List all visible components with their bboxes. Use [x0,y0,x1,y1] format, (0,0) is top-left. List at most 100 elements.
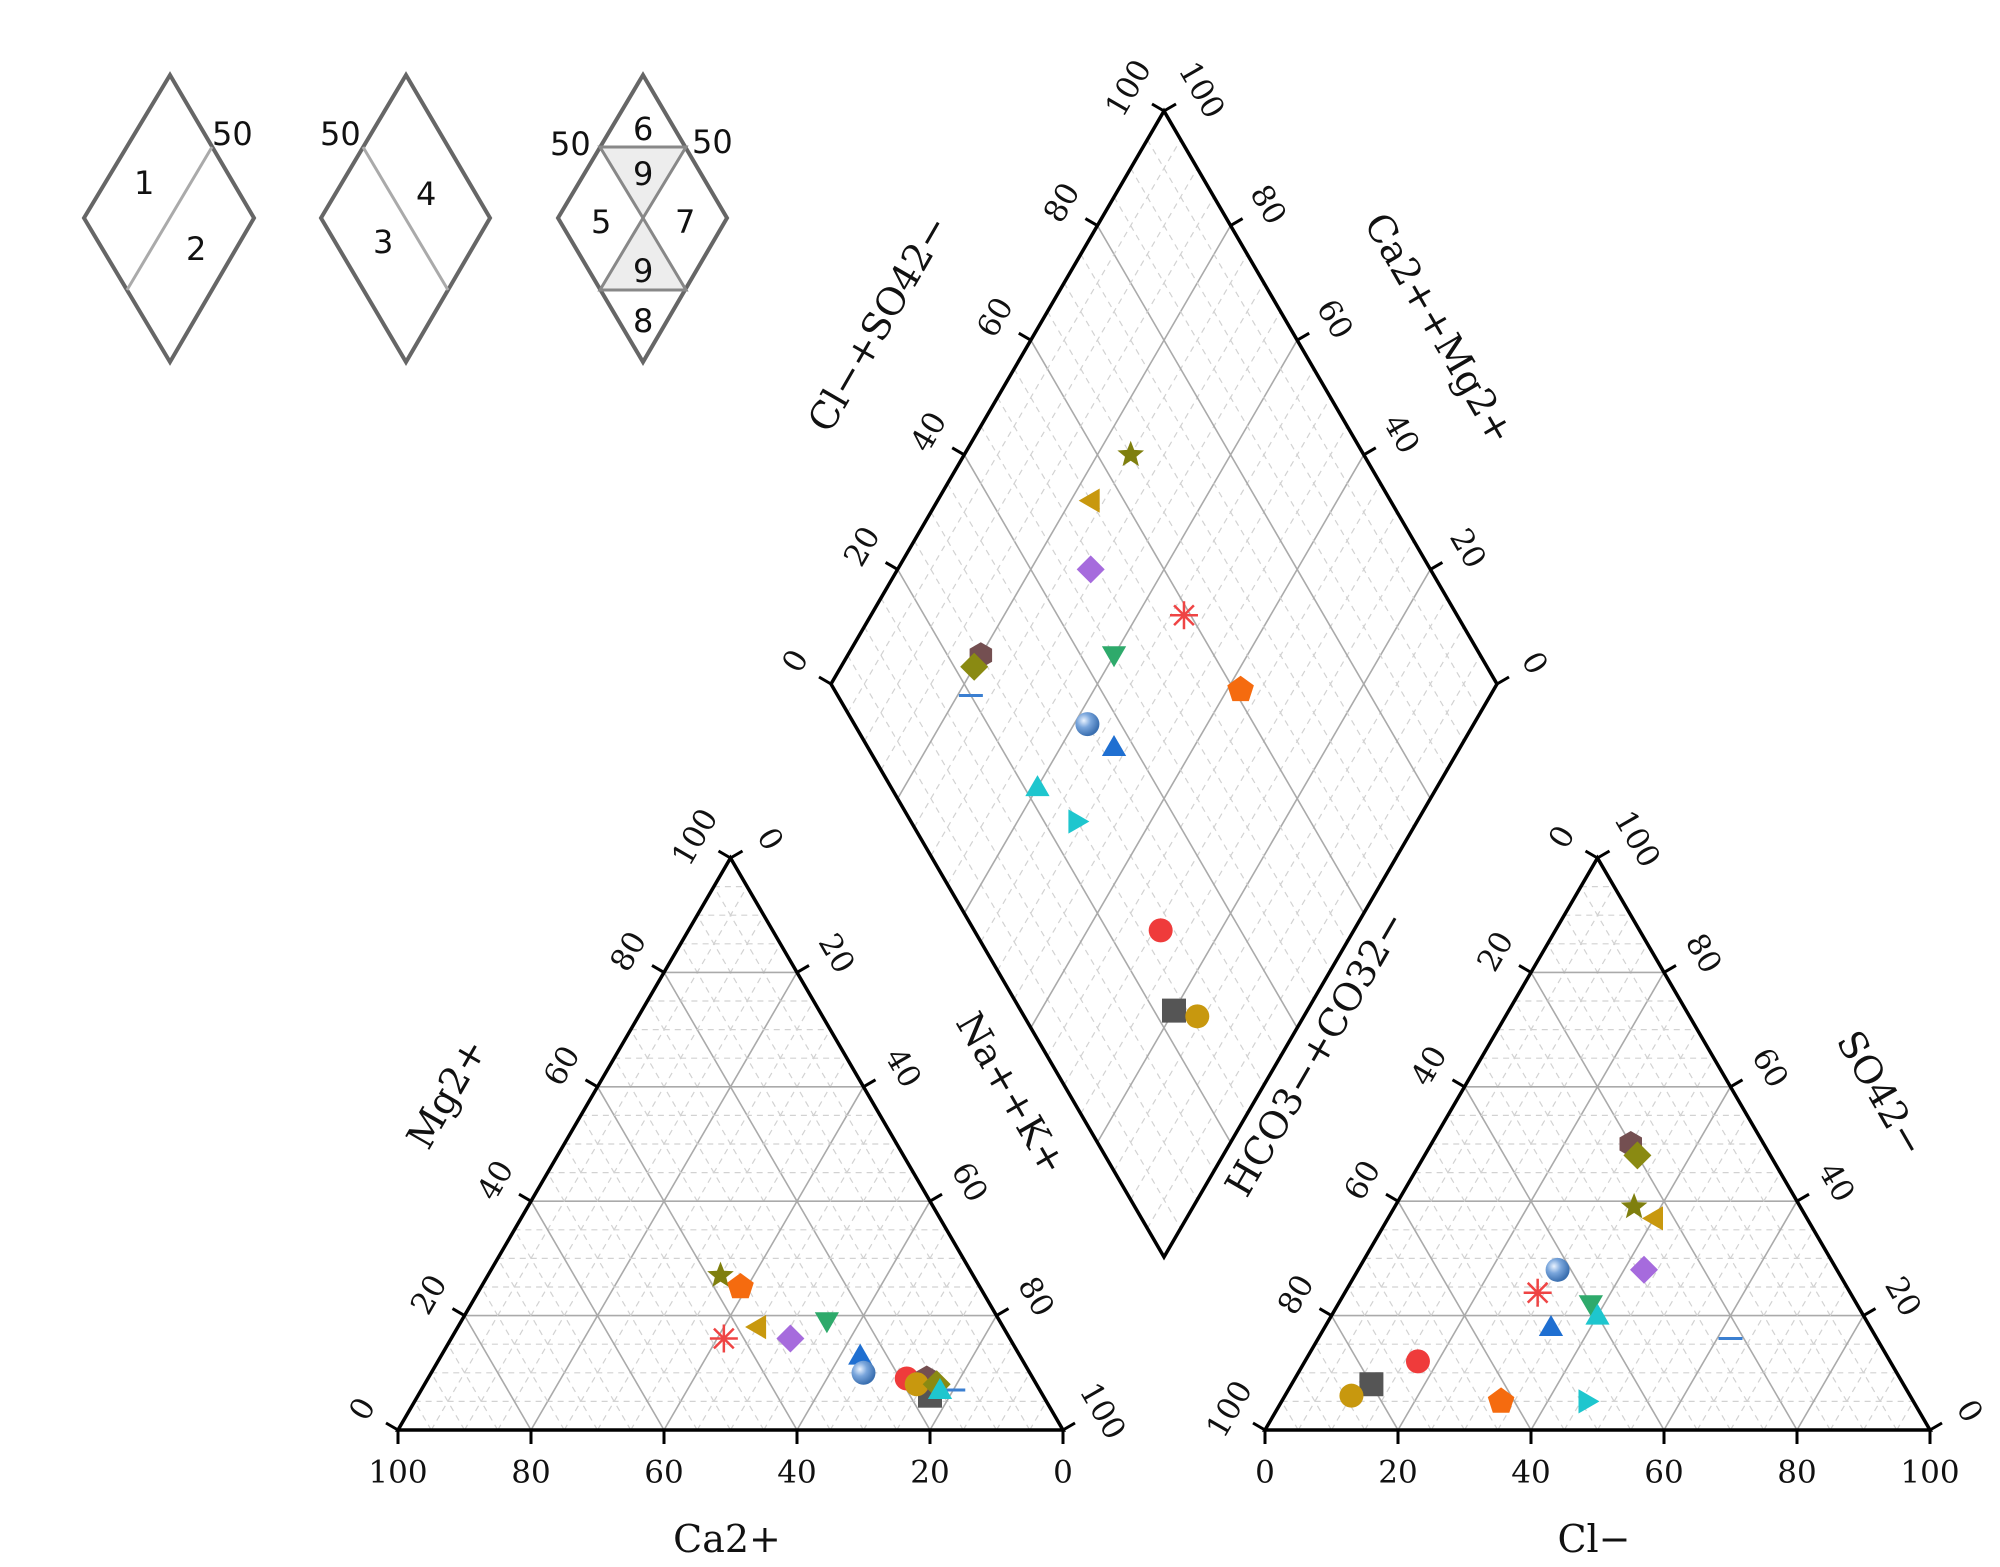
anion-grid-line [1364,943,1648,1431]
cation-left-tick [584,1078,599,1089]
diamond-sample-7-marker [1068,809,1090,834]
cation-grid-line [1029,1401,1047,1431]
anion-grid-line [1414,1172,1565,1431]
cation-bottom-tick-label: 80 [511,1455,550,1491]
cation-grid-line [862,1258,964,1431]
cation-right-tick-label: 80 [1010,1271,1061,1323]
anion-right-tick [1929,1421,1943,1432]
cation-grid-line [680,943,964,1431]
legend-label: 6 [633,110,653,148]
legend-group: 1 2 50 3 4 50 6 9 5 7 9 8 50 50 [81,71,733,366]
legend-label: 9 [633,155,653,193]
diamond-right-label: Ca2++Mg2+ [1355,205,1523,451]
cation-grid-line [563,1143,732,1431]
diamond-left-tick-label: 0 [775,644,816,679]
cation-grid-line [463,1315,532,1431]
diamond-sample-6-marker [1078,488,1100,513]
legend-label: 3 [373,223,393,261]
cation-left-tick-label: 60 [537,1040,588,1092]
diamond-grid-line [1130,167,1465,742]
cation-grid-line [713,886,1031,1431]
legend-label: 8 [633,302,653,340]
cation-right-tick-label: 100 [1072,1377,1133,1446]
anion-bottom-tick-label: 60 [1644,1455,1683,1491]
anion-right-tick-label: 0 [1949,1394,1990,1429]
diamond-sample-10-marker [1227,675,1254,702]
diamond-right-tick [1229,217,1244,227]
anion-left-tick-label: 40 [1404,1040,1455,1092]
anion-right-tick-label: 60 [1744,1042,1795,1094]
anion-sample-5-marker [1630,1255,1658,1284]
legend-diamond-1: 1 2 50 [81,71,257,366]
anion-bottom-tick-label: 80 [1777,1455,1816,1491]
cation-left-tick [451,1307,466,1317]
cation-sample-11-marker-stroke [713,1327,735,1350]
diamond-left-tick [951,446,965,457]
cation-grid-line [829,1229,948,1431]
cation-grid-line [962,1343,1014,1431]
anion-grid-line [1796,1315,1865,1431]
legend-label: 50 [320,115,361,153]
sample-markers [707,440,1743,1414]
cation-sample-12-marker [851,1360,876,1385]
cation-grid-line [995,1372,1031,1431]
anion-sample-15-marker [1623,1141,1652,1170]
diamond-grid-line [947,311,1282,885]
cation-grid-line [414,1401,432,1431]
anion-left-tick [1584,849,1599,860]
diamond-right-tick [1496,675,1510,686]
anion-grid-line [1480,1057,1698,1431]
legend-label: 1 [134,164,154,202]
diamond-frame [828,107,1500,1261]
diamond-left-tick [818,675,832,686]
anion-sample-6-marker [1642,1206,1663,1231]
cation-right-tick-label: 60 [944,1156,995,1208]
cation-grid-line [580,1115,765,1431]
anion-right-tick-label: 100 [1606,805,1667,874]
diamond-left-tick [884,561,899,571]
anion-grid-line [1297,886,1615,1431]
cation-grid-line [513,1229,632,1431]
anion-grid-line [1397,1200,1532,1431]
anion-grid-line [1896,1401,1914,1431]
legend-diamond-3: 6 9 5 7 9 8 50 50 [550,71,733,366]
cation-sample-4-marker [814,1312,839,1334]
cation-grid-line [547,1172,698,1431]
diamond-grid-line [1096,225,1432,800]
diamond-sample-12-marker [1075,712,1100,737]
cation-left-tick-label: 100 [665,803,726,872]
anion-grid-line [1364,1258,1466,1431]
cation-triangle-frame [394,854,1067,1432]
cation-grid-line [696,1115,881,1431]
legend-diamond-2: 3 4 50 [318,71,493,366]
anion-grid-line [1547,943,1831,1431]
cation-grid-line [497,1258,599,1431]
cation-grid-line [497,943,781,1431]
anion-xlabel: Cl− [1557,1517,1630,1561]
anion-grid-line [1430,1000,1682,1431]
anion-left-tick [1318,1307,1333,1317]
anion-right-tick [1729,1078,1744,1089]
anion-grid-line [1763,1286,1848,1431]
cation-grid-line [796,1200,931,1431]
axis-titles: Ca2+ Cl− Mg2+ Na++K+ HCO3−+CO32− SO42− C… [398,205,1935,1561]
anion-sample-1-marker [1359,1372,1384,1397]
cation-left-tick [717,849,732,860]
anion-grid-line [1281,1401,1299,1431]
anion-sample-16-marker [1585,1303,1610,1325]
anion-left-label: HCO3−+CO32− [1216,903,1415,1204]
diamond-grid-line [1013,368,1348,943]
cation-grid-line [763,1172,914,1431]
diamond-grid-line [863,167,1198,742]
anion-left-tick-label: 20 [1470,926,1521,978]
diamond-grid-line [1063,282,1398,857]
diamond-left-tick-label: 100 [1098,54,1159,123]
diamond-left-tick [1084,217,1099,227]
anion-grid-line [1596,1143,1765,1431]
cation-grid-line [630,1057,848,1431]
diamond-sample-11-marker-stroke [1173,604,1195,627]
diamond-sample-16-marker [1025,775,1050,797]
diamond-grid-line [1080,253,1415,828]
cation-grid-line [896,1286,981,1431]
diamond-sample-14-marker [1185,1004,1210,1029]
